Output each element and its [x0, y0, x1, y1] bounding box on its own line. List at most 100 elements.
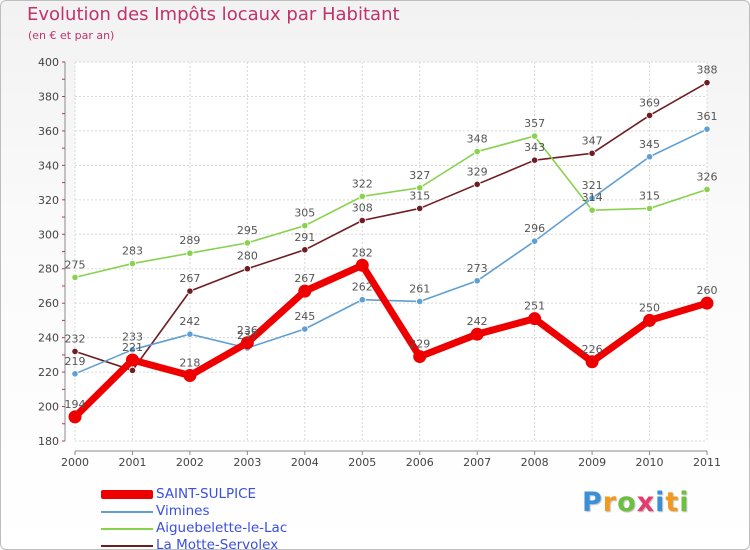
- data-point: [186, 287, 194, 295]
- y-tick-label: 180: [38, 435, 59, 448]
- plot-area: [75, 62, 707, 441]
- data-point: [588, 194, 596, 202]
- data-point: [645, 204, 654, 213]
- x-tick-label: 2000: [61, 456, 89, 469]
- data-point: [473, 147, 481, 156]
- legend-swatch-la-motte-servolex: [101, 544, 153, 547]
- data-point: [358, 192, 366, 200]
- x-tick-label: 2003: [233, 456, 261, 469]
- data-point: [645, 153, 654, 161]
- data-label: 267: [179, 272, 200, 285]
- data-point: [301, 325, 309, 333]
- legend-item-vimines: Vimines: [101, 503, 361, 520]
- x-tick-label: 2004: [291, 456, 319, 469]
- data-point: [470, 327, 484, 341]
- data-point: [588, 206, 596, 214]
- data-label: 242: [179, 315, 200, 328]
- x-tick-label: 2008: [521, 456, 549, 469]
- y-tick-label: 360: [38, 125, 59, 138]
- y-tick-label: 220: [38, 366, 59, 379]
- x-tick-label: 2009: [578, 456, 606, 469]
- series-line-aiguebelette-le-lac: [74, 135, 708, 279]
- data-label: 343: [524, 141, 545, 154]
- data-label: 221: [122, 341, 143, 354]
- y-tick-label: 240: [38, 332, 59, 345]
- data-point: [358, 296, 366, 304]
- logo-letter: t: [665, 487, 680, 518]
- data-point: [588, 149, 596, 157]
- data-point: [703, 79, 711, 87]
- y-tick-label: 280: [38, 263, 59, 276]
- logo-letter: x: [636, 487, 656, 518]
- data-label: 232: [65, 332, 86, 345]
- data-label: 329: [467, 165, 488, 178]
- legend-label: Aiguebelette-le-Lac: [156, 520, 288, 536]
- data-label: 275: [65, 258, 86, 271]
- data-point: [128, 259, 137, 268]
- data-label: 327: [409, 169, 430, 182]
- data-point: [643, 313, 657, 327]
- data-point: [240, 336, 254, 350]
- data-point: [700, 296, 714, 310]
- logo-letter: r: [602, 487, 618, 518]
- data-label: 345: [639, 138, 660, 151]
- legend: SAINT-SULPICE Vimines Aiguebelette-le-La…: [101, 486, 361, 550]
- data-point: [703, 185, 711, 194]
- data-point: [416, 184, 424, 192]
- data-label: 348: [467, 133, 488, 146]
- series-line-vimines: [74, 128, 708, 375]
- data-point: [71, 347, 79, 356]
- legend-label: Vimines: [156, 503, 210, 519]
- x-tick-label: 2007: [463, 456, 491, 469]
- data-label: 361: [697, 110, 718, 123]
- data-label: 357: [524, 117, 545, 130]
- y-tick-label: 320: [38, 194, 59, 207]
- data-label: 251: [524, 300, 545, 313]
- y-tick-label: 200: [38, 401, 59, 414]
- series-line-saint-sulpice: [71, 261, 711, 421]
- data-label: 218: [179, 357, 200, 370]
- x-tick-label: 2011: [693, 456, 721, 469]
- x-tick-label: 2005: [348, 456, 376, 469]
- data-point: [473, 180, 481, 188]
- logo-letter: o: [617, 487, 637, 518]
- data-label: 321: [582, 179, 603, 192]
- data-label: 237: [237, 329, 258, 342]
- data-point: [416, 297, 424, 306]
- data-point: [358, 216, 366, 225]
- data-label: 261: [409, 282, 430, 295]
- legend-label: SAINT-SULPICE: [156, 486, 257, 502]
- data-label: 282: [352, 246, 373, 259]
- data-point: [71, 370, 79, 378]
- legend-item-la-motte-servolex: La Motte-Servolex: [101, 537, 361, 550]
- proxiti-logo: Proxiti: [582, 487, 690, 518]
- data-point: [183, 369, 197, 383]
- data-point: [585, 355, 599, 369]
- data-point: [473, 277, 481, 285]
- data-point: [531, 156, 539, 164]
- data-point: [243, 239, 251, 247]
- legend-label: La Motte-Servolex: [156, 537, 279, 550]
- data-point: [301, 246, 309, 254]
- data-point: [645, 111, 654, 120]
- legend-swatch-vimines: [101, 510, 153, 513]
- data-point: [528, 312, 542, 326]
- data-label: 347: [582, 134, 603, 147]
- x-tick-label: 2002: [176, 456, 204, 469]
- data-point: [68, 410, 82, 424]
- data-label: 295: [237, 224, 258, 237]
- logo-letter: i: [679, 487, 690, 518]
- data-label: 283: [122, 245, 143, 258]
- y-tick-label: 340: [38, 159, 59, 172]
- x-tick-label: 2001: [118, 456, 146, 469]
- data-point: [186, 249, 194, 257]
- legend-item-aiguebelette-le-lac: Aiguebelette-le-Lac: [101, 520, 361, 537]
- data-label: 267: [294, 272, 315, 285]
- data-label: 260: [697, 284, 718, 297]
- data-point: [128, 366, 137, 374]
- data-point: [413, 350, 427, 364]
- data-label: 296: [524, 222, 545, 235]
- data-label: 326: [697, 170, 718, 183]
- data-label: 273: [467, 262, 488, 275]
- data-label: 315: [639, 189, 660, 202]
